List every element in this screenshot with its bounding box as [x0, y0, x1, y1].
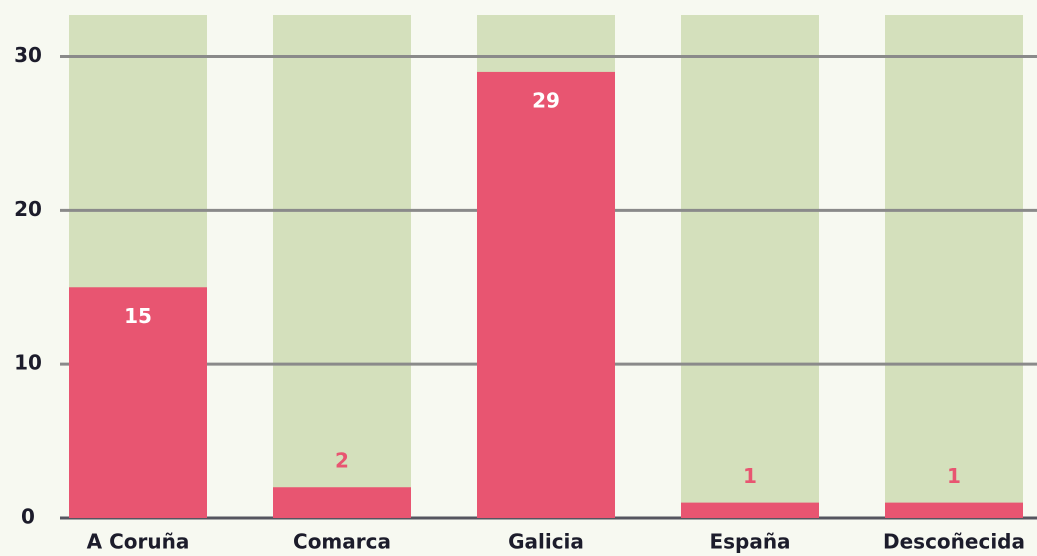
value-label: 2 — [335, 449, 349, 473]
value-label: 15 — [124, 304, 152, 328]
y-tick-label: 30 — [14, 43, 42, 67]
bar-track — [681, 15, 819, 518]
bar — [477, 71, 615, 519]
bar — [681, 502, 819, 518]
y-tick-label: 10 — [14, 351, 42, 375]
y-tick-label: 20 — [14, 197, 42, 221]
x-tick-label: Descoñecida — [883, 530, 1025, 554]
marks: 15 A Coruña 2 Comarca 29 Galicia 1 España 1 Desco… — [69, 71, 1025, 554]
bar — [273, 487, 411, 518]
x-tick-label: A Coruña — [87, 530, 190, 554]
bar-track — [885, 15, 1023, 518]
x-tick-label: Galicia — [508, 530, 584, 554]
value-label: 29 — [532, 88, 560, 112]
tracks — [69, 15, 1023, 518]
value-label: 1 — [743, 464, 757, 488]
bar-track — [273, 15, 411, 518]
bar — [885, 502, 1023, 518]
y-tick-label: 0 — [21, 505, 35, 529]
bar — [69, 287, 207, 518]
x-tick-label: España — [709, 530, 790, 554]
value-label: 1 — [947, 464, 961, 488]
x-tick-label: Comarca — [293, 530, 391, 554]
